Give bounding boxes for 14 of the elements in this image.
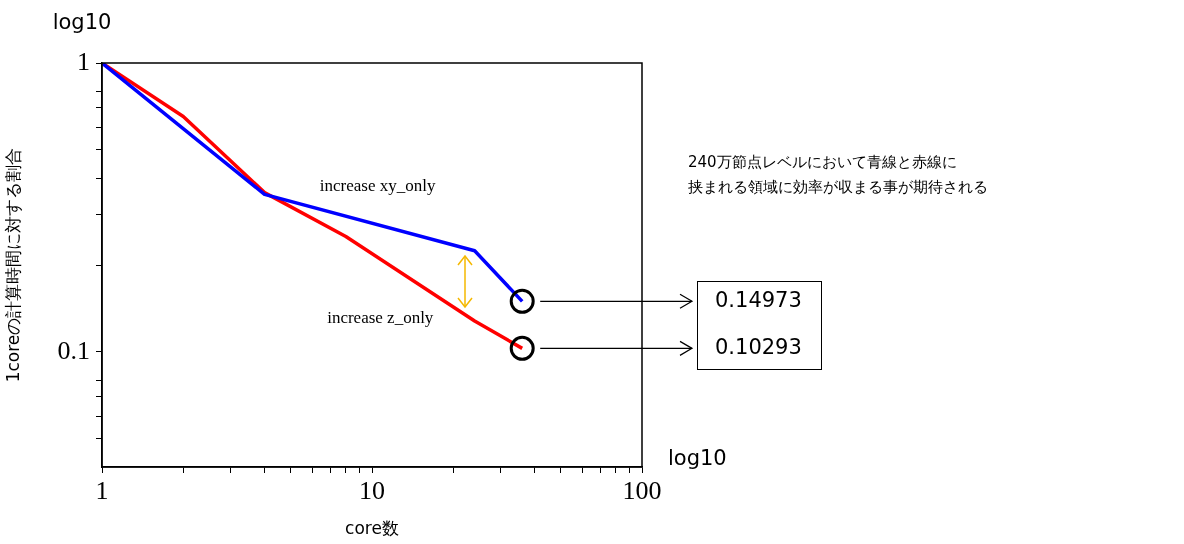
data-label: 0.14973 (715, 287, 802, 312)
y-tick-label: 0.1 (57, 335, 90, 365)
text: 240万節点レベルにおいて青線と赤線に (688, 153, 957, 171)
text: log10 (52, 10, 112, 34)
text: log10 (668, 446, 727, 470)
x-tick-label: 100 (622, 476, 662, 506)
series-label: increase z_only (327, 308, 434, 328)
y-axis-title: 1coreの計算時間に対する割合 (2, 147, 23, 383)
x-tick-label: 10 (359, 476, 385, 506)
text: 挟まれる領域に効率が収まる事が期待される (688, 178, 988, 196)
x-tick-label: 1 (95, 476, 109, 506)
data-label: 0.10293 (715, 334, 802, 359)
series-label: increase xy_only (319, 176, 436, 196)
x-axis-title: core数 (345, 518, 399, 539)
